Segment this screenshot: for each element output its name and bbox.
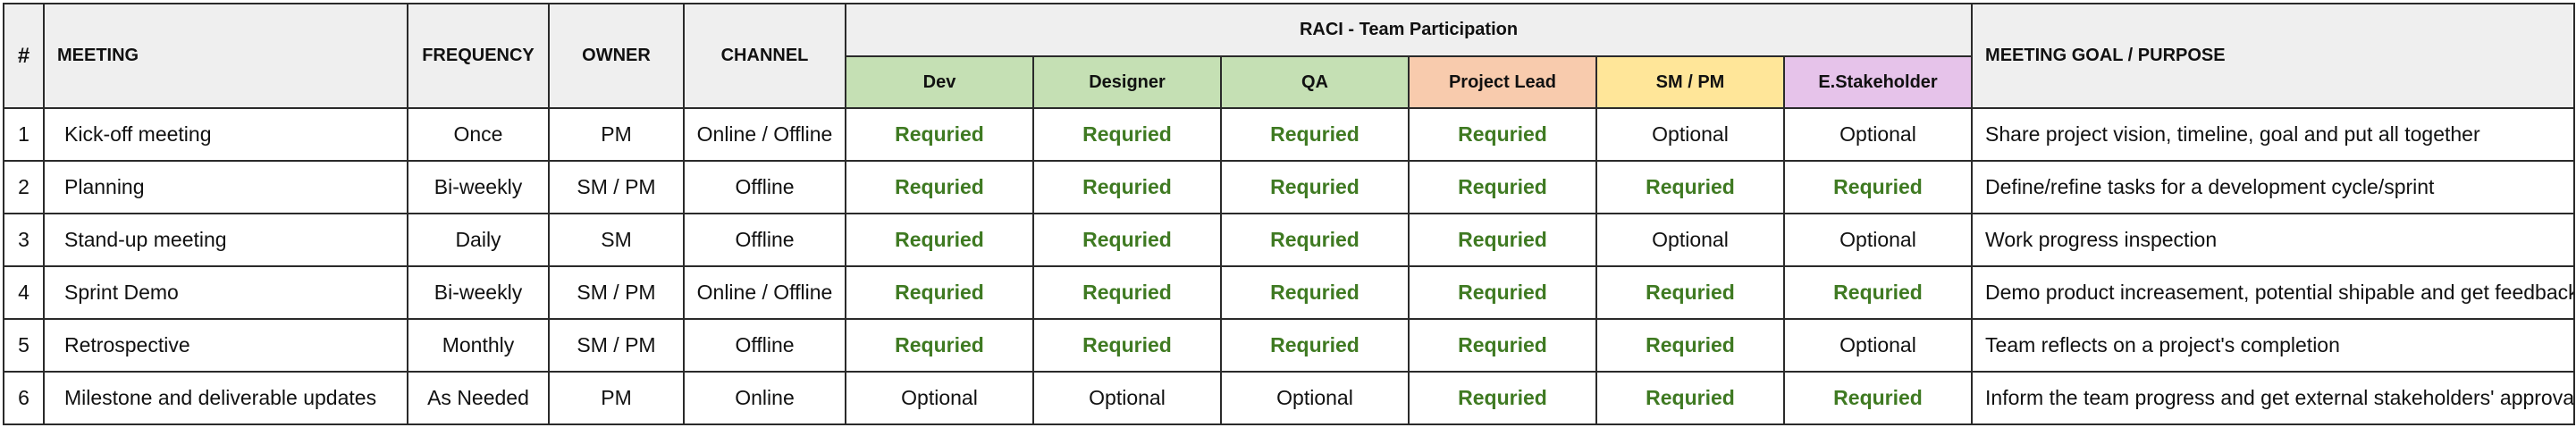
- raci-cell: Requried: [845, 265, 1034, 320]
- raci-cell: Requried: [1782, 160, 1974, 214]
- raci-cell: Requried: [1408, 160, 1597, 214]
- raci-cell: Requried: [1408, 213, 1597, 267]
- raci-cell: Optional: [1782, 318, 1974, 373]
- frequency-cell: Once: [407, 107, 550, 162]
- frequency-cell: Daily: [407, 213, 550, 267]
- frequency-cell: Monthly: [407, 318, 550, 373]
- meeting-name: Retrospective: [43, 318, 408, 373]
- header-raci-title: RACI - Team Participation: [844, 3, 1974, 57]
- raci-roles-row: Dev Designer QA Project Lead SM / PM E.Stakeh…: [4, 55, 2574, 109]
- raci-cell: Requried: [1595, 265, 1785, 320]
- channel-cell: Offline: [683, 160, 846, 214]
- table-row: 2 Planning Bi-weekly SM / PM Offline Requried…: [3, 160, 2576, 214]
- meeting-name: Kick-off meeting: [43, 107, 408, 162]
- raci-cell: Requried: [1595, 371, 1785, 425]
- frequency-cell: As Needed: [407, 371, 550, 425]
- header-role-qa: QA: [1220, 55, 1410, 109]
- meeting-name: Stand-up meeting: [43, 213, 408, 267]
- channel-cell: Online / Offline: [683, 265, 846, 320]
- raci-cell: Optional: [1782, 107, 1974, 162]
- raci-cell: Requried: [1032, 213, 1222, 267]
- raci-cell: Requried: [1032, 160, 1222, 214]
- meeting-raci-table: # MEETING FREQUENCY OWNER CHANNEL RACI -…: [3, 3, 2576, 425]
- table-row: 3 Stand-up meeting Daily SM Offline Requried R…: [3, 213, 2576, 267]
- raci-cell: Requried: [1595, 160, 1785, 214]
- header-owner: OWNER: [548, 3, 685, 109]
- raci-cell: Optional: [1032, 371, 1222, 425]
- owner-cell: PM: [548, 107, 685, 162]
- raci-cell: Requried: [845, 107, 1034, 162]
- raci-cell: Requried: [845, 213, 1034, 267]
- meeting-name: Milestone and deliverable updates: [43, 371, 408, 425]
- frequency-cell: Bi-weekly: [407, 265, 550, 320]
- raci-cell: Optional: [1782, 213, 1974, 267]
- header-number: #: [3, 3, 45, 109]
- raci-cell: Requried: [1408, 265, 1597, 320]
- raci-cell: Requried: [1220, 265, 1410, 320]
- meeting-name: Planning: [43, 160, 408, 214]
- table-row: 6 Milestone and deliverable updates As Nee…: [3, 371, 2576, 425]
- raci-cell: Optional: [1595, 107, 1785, 162]
- header-goal: MEETING GOAL / PURPOSE: [1971, 3, 2576, 109]
- header-role-project-lead: Project Lead: [1408, 55, 1597, 109]
- channel-cell: Online: [683, 371, 846, 425]
- raci-cell: Requried: [1408, 371, 1597, 425]
- raci-cell: Requried: [845, 318, 1034, 373]
- owner-cell: SM / PM: [548, 265, 685, 320]
- raci-cell: Requried: [1220, 160, 1410, 214]
- header-role-dev: Dev: [845, 55, 1034, 109]
- goal-cell: Inform the team progress and get externa…: [1971, 371, 2576, 425]
- header-role-e-stakeholder: E.Stakeholder: [1782, 55, 1974, 109]
- goal-cell: Team reflects on a project's completion: [1971, 318, 2576, 373]
- raci-cell: Requried: [1595, 318, 1785, 373]
- raci-cell: Requried: [1220, 213, 1410, 267]
- owner-cell: SM / PM: [548, 160, 685, 214]
- owner-cell: SM / PM: [548, 318, 685, 373]
- channel-cell: Offline: [683, 318, 846, 373]
- header-frequency: FREQUENCY: [407, 3, 550, 109]
- channel-cell: Offline: [683, 213, 846, 267]
- raci-cell: Requried: [1408, 318, 1597, 373]
- goal-cell: Share project vision, timeline, goal and…: [1971, 107, 2576, 162]
- raci-cell: Requried: [1032, 107, 1222, 162]
- row-number: 5: [3, 318, 45, 373]
- row-number: 1: [3, 107, 45, 162]
- raci-cell: Requried: [1408, 107, 1597, 162]
- row-number: 2: [3, 160, 45, 214]
- table-body: 1 Kick-off meeting Once PM Online / Offline R…: [3, 107, 2576, 425]
- owner-cell: PM: [548, 371, 685, 425]
- goal-cell: Demo product increasement, potential shi…: [1971, 265, 2576, 320]
- row-number: 4: [3, 265, 45, 320]
- table-row: 1 Kick-off meeting Once PM Online / Offline R…: [3, 107, 2576, 162]
- meeting-name: Sprint Demo: [43, 265, 408, 320]
- raci-cell: Requried: [1782, 265, 1974, 320]
- raci-cell: Requried: [845, 160, 1034, 214]
- frequency-cell: Bi-weekly: [407, 160, 550, 214]
- table-row: 5 Retrospective Monthly SM / PM Offline Requr…: [3, 318, 2576, 373]
- header-meeting: MEETING: [43, 3, 408, 109]
- raci-cell: Requried: [1032, 265, 1222, 320]
- header-role-sm-pm: SM / PM: [1595, 55, 1785, 109]
- header-channel: CHANNEL: [683, 3, 846, 109]
- raci-cell: Requried: [1220, 318, 1410, 373]
- raci-cell: Requried: [1782, 371, 1974, 425]
- raci-cell: Requried: [1220, 107, 1410, 162]
- goal-cell: Work progress inspection: [1971, 213, 2576, 267]
- raci-cell: Requried: [1032, 318, 1222, 373]
- row-number: 6: [3, 371, 45, 425]
- header-role-designer: Designer: [1032, 55, 1222, 109]
- raci-cell: Optional: [845, 371, 1034, 425]
- owner-cell: SM: [548, 213, 685, 267]
- raci-cell: Optional: [1595, 213, 1785, 267]
- channel-cell: Online / Offline: [683, 107, 846, 162]
- row-number: 3: [3, 213, 45, 267]
- table-row: 4 Sprint Demo Bi-weekly SM / PM Online / Off…: [3, 265, 2576, 320]
- raci-cell: Optional: [1220, 371, 1410, 425]
- goal-cell: Define/refine tasks for a development cy…: [1971, 160, 2576, 214]
